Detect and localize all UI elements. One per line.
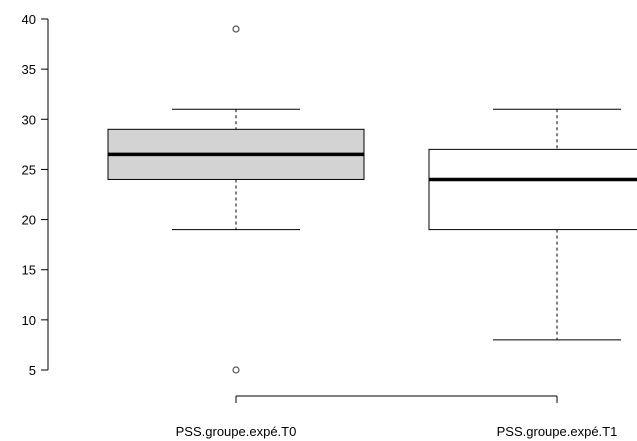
box-group [107,25,365,374]
y-tick-label: 5 [29,363,36,378]
outlier-point [232,366,240,374]
y-axis: 5 10 15 20 25 30 35 40 [22,12,49,378]
y-tick-label: 40 [22,12,36,27]
y-tick-label: 25 [22,162,36,177]
outlier-point [232,25,240,33]
x-category-label: PSS.groupe.expé.T0 [176,424,297,439]
x-axis: PSS.groupe.expé.T0 PSS.groupe.expé.T1 [176,395,618,439]
box-group [428,108,637,341]
x-category-label: PSS.groupe.expé.T1 [497,424,618,439]
y-tick-label: 30 [22,112,36,127]
y-tick-label: 20 [22,213,36,228]
y-tick-label: 15 [22,263,36,278]
y-tick-label: 35 [22,62,36,77]
boxes [107,25,637,374]
box-iqr [428,148,637,231]
y-tick-label: 10 [22,313,36,328]
